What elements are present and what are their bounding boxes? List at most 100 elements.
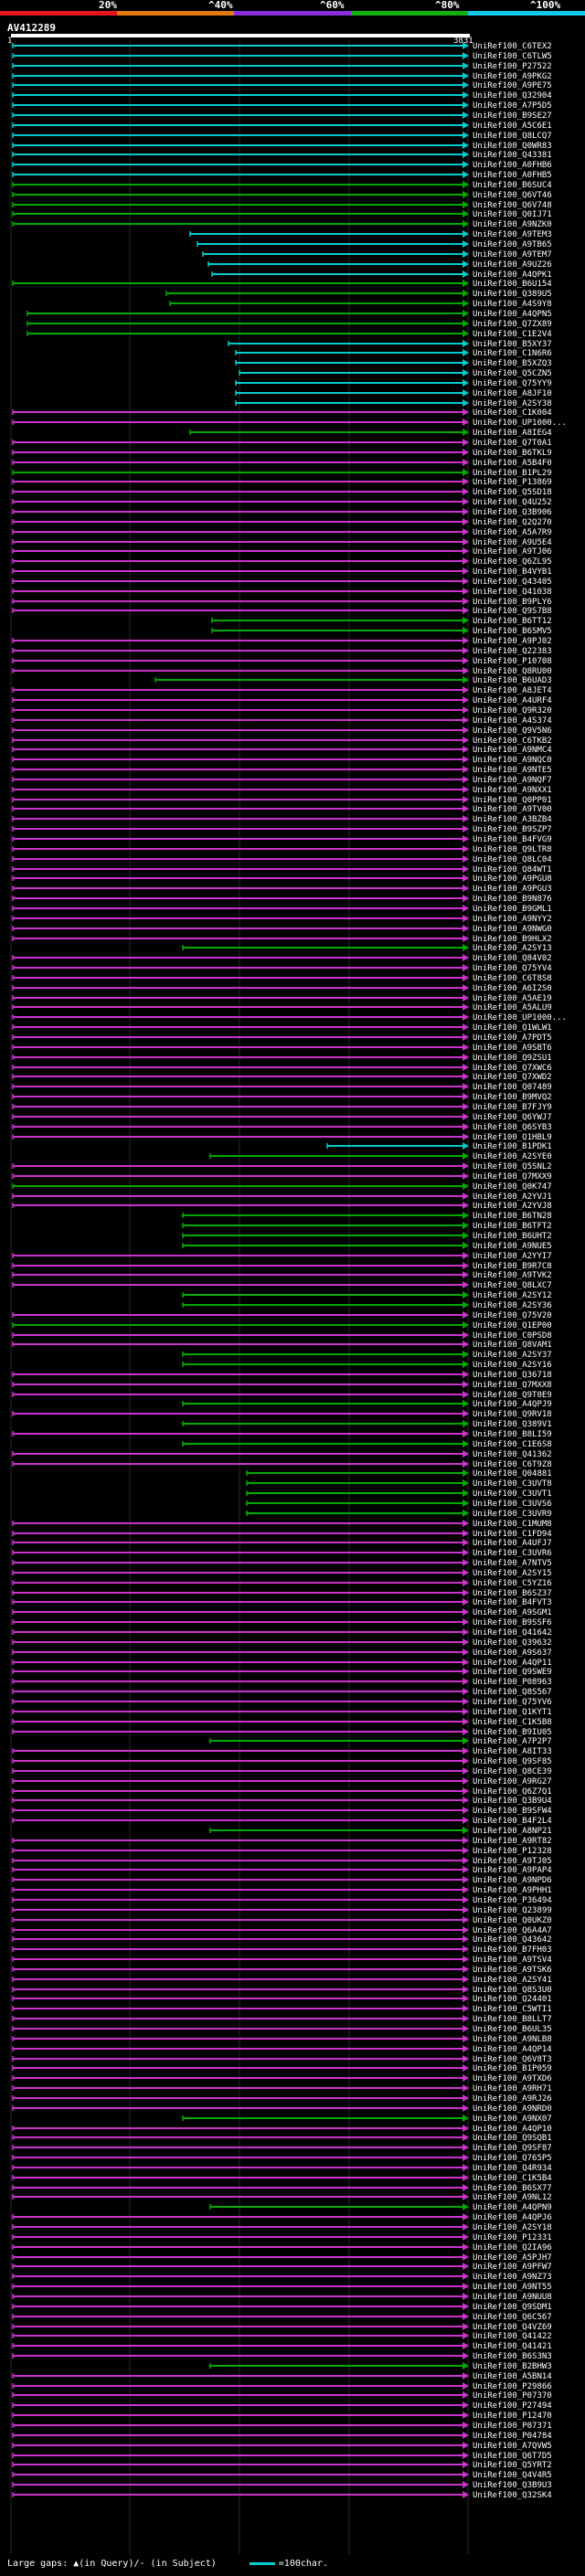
hit-row[interactable]: UniRef100_A0FHB6 bbox=[12, 161, 552, 170]
hit-row[interactable]: UniRef100_Q389U5 bbox=[165, 290, 552, 299]
hit-row[interactable]: UniRef100_Q41362 bbox=[12, 1450, 552, 1459]
hit-label[interactable]: UniRef100_Q7MXX8 bbox=[473, 1381, 552, 1390]
hit-row[interactable]: UniRef100_Q0K747 bbox=[12, 1182, 552, 1192]
hit-label[interactable]: UniRef100_B9MVQ2 bbox=[473, 1093, 552, 1102]
hit-row[interactable]: UniRef100_A6I2S0 bbox=[12, 984, 552, 993]
hit-row[interactable]: UniRef100_Q04881 bbox=[246, 1469, 552, 1479]
hit-row[interactable]: UniRef100_A5ALU9 bbox=[12, 1003, 552, 1012]
hit-row[interactable]: UniRef100_B6UL35 bbox=[12, 2025, 552, 2034]
hit-row[interactable]: UniRef100_B4VYB1 bbox=[12, 567, 552, 577]
hit-row[interactable]: UniRef100_A7PDT5 bbox=[12, 1034, 552, 1043]
hit-row[interactable]: UniRef100_A9RH71 bbox=[12, 2084, 552, 2094]
hit-row[interactable]: UniRef100_A3BZB4 bbox=[12, 815, 552, 824]
hit-row[interactable]: UniRef100_A9NXX1 bbox=[12, 786, 552, 795]
hit-row[interactable]: UniRef100_A5PJH7 bbox=[12, 2253, 552, 2263]
hit-row[interactable]: UniRef100_Q1WLW1 bbox=[12, 1023, 552, 1033]
hit-row[interactable]: UniRef100_A9PFW7 bbox=[12, 2263, 552, 2272]
hit-label[interactable]: UniRef100_Q6V8T3 bbox=[473, 2055, 552, 2064]
hit-row[interactable]: UniRef100_A9NRD0 bbox=[12, 2104, 552, 2114]
hit-label[interactable]: UniRef100_Q4R934 bbox=[473, 2164, 552, 2173]
hit-label[interactable]: UniRef100_UP1000... bbox=[473, 1013, 567, 1023]
hit-label[interactable]: UniRef100_A8JF10 bbox=[473, 389, 552, 398]
hit-row[interactable]: UniRef100_Q1HBL9 bbox=[12, 1133, 552, 1142]
hit-label[interactable]: UniRef100_A4QP14 bbox=[473, 2045, 552, 2054]
hit-label[interactable]: UniRef100_A9TSV4 bbox=[473, 1956, 552, 1965]
hit-row[interactable]: UniRef100_A4UFJ7 bbox=[12, 1539, 552, 1548]
hit-row[interactable]: UniRef100_Q5SNL2 bbox=[12, 1162, 552, 1171]
hit-label[interactable]: UniRef100_Q22383 bbox=[473, 647, 552, 656]
hit-row[interactable]: UniRef100_A2SY16 bbox=[182, 1361, 552, 1370]
hit-label[interactable]: UniRef100_A9TEM7 bbox=[473, 250, 552, 260]
hit-label[interactable]: UniRef100_UP1000... bbox=[473, 419, 567, 428]
hit-label[interactable]: UniRef100_Q8LXC7 bbox=[473, 1281, 552, 1290]
hit-label[interactable]: UniRef100_B6TT12 bbox=[473, 617, 552, 626]
hit-label[interactable]: UniRef100_A9NX07 bbox=[473, 2115, 552, 2124]
hit-row[interactable]: UniRef100_C1K5B8 bbox=[12, 1718, 552, 1727]
hit-row[interactable]: UniRef100_A9NT55 bbox=[12, 2283, 552, 2292]
hit-label[interactable]: UniRef100_Q6SYB3 bbox=[473, 1123, 552, 1132]
hit-label[interactable]: UniRef100_B9GML1 bbox=[473, 905, 552, 914]
hit-label[interactable]: UniRef100_A9NPD6 bbox=[473, 1876, 552, 1885]
hit-label[interactable]: UniRef100_B4F2L4 bbox=[473, 1817, 552, 1826]
hit-label[interactable]: UniRef100_B6SX77 bbox=[473, 2184, 552, 2193]
hit-row[interactable]: UniRef100_Q5YRT2 bbox=[12, 2461, 552, 2470]
hit-row[interactable]: UniRef100_A9NQC0 bbox=[12, 756, 552, 765]
hit-row[interactable]: UniRef100_P12328 bbox=[12, 1847, 552, 1856]
hit-row[interactable]: UniRef100_Q389V1 bbox=[182, 1420, 552, 1429]
hit-row[interactable]: UniRef100_C1N6R6 bbox=[235, 349, 552, 358]
hit-label[interactable]: UniRef100_Q1HBL9 bbox=[473, 1133, 552, 1142]
hit-row[interactable]: UniRef100_Q8VAM1 bbox=[12, 1341, 552, 1350]
hit-label[interactable]: UniRef100_Q8S3U0 bbox=[473, 1986, 552, 1995]
hit-row[interactable]: UniRef100_Q7T0A1 bbox=[12, 439, 552, 448]
hit-row[interactable]: UniRef100_A9NX07 bbox=[182, 2115, 552, 2124]
hit-label[interactable]: UniRef100_Q7XWC6 bbox=[473, 1064, 552, 1073]
hit-label[interactable]: UniRef100_P13869 bbox=[473, 478, 552, 487]
hit-row[interactable]: UniRef100_A5BN14 bbox=[12, 2372, 552, 2381]
hit-label[interactable]: UniRef100_Q389V1 bbox=[473, 1420, 552, 1429]
hit-row[interactable]: UniRef100_A4S9Y8 bbox=[169, 300, 552, 309]
hit-row[interactable]: UniRef100_Q36718 bbox=[12, 1371, 552, 1380]
hit-row[interactable]: UniRef100_A5B4F0 bbox=[12, 459, 552, 468]
hit-row[interactable]: UniRef100_B9N876 bbox=[12, 895, 552, 904]
hit-label[interactable]: UniRef100_A2SY12 bbox=[473, 1291, 552, 1300]
hit-row[interactable]: UniRef100_Q3B9U3 bbox=[12, 2481, 552, 2490]
hit-row[interactable]: UniRef100_B5XY37 bbox=[228, 340, 552, 349]
hit-row[interactable]: UniRef100_B1PL29 bbox=[12, 469, 552, 478]
hit-label[interactable]: UniRef100_B9SE27 bbox=[473, 111, 552, 121]
hit-row[interactable]: UniRef100_Q6Z7Q1 bbox=[12, 1787, 552, 1797]
hit-row[interactable]: UniRef100_B5XZQ3 bbox=[235, 359, 552, 368]
hit-row[interactable]: UniRef100_A2SY13 bbox=[182, 944, 552, 953]
hit-label[interactable]: UniRef100_B9PLY6 bbox=[473, 598, 552, 607]
hit-label[interactable]: UniRef100_A4QPN5 bbox=[473, 310, 552, 319]
hit-row[interactable]: UniRef100_Q1KYT1 bbox=[12, 1708, 552, 1717]
hit-row[interactable]: UniRef100_Q8S567 bbox=[12, 1688, 552, 1697]
hit-label[interactable]: UniRef100_A9S637 bbox=[473, 1648, 552, 1658]
hit-row[interactable]: UniRef100_B1P059 bbox=[12, 2064, 552, 2073]
hit-label[interactable]: UniRef100_A9TB65 bbox=[473, 240, 552, 249]
hit-row[interactable]: UniRef100_Q8S3U0 bbox=[12, 1986, 552, 1995]
hit-row[interactable]: UniRef100_Q32904 bbox=[12, 91, 552, 101]
hit-label[interactable]: UniRef100_P04784 bbox=[473, 2432, 552, 2441]
hit-label[interactable]: UniRef100_C6TEX2 bbox=[473, 42, 552, 51]
hit-label[interactable]: UniRef100_A9PE75 bbox=[473, 81, 552, 90]
hit-label[interactable]: UniRef100_B9HLX2 bbox=[473, 935, 552, 944]
hit-label[interactable]: UniRef100_P12470 bbox=[473, 2412, 552, 2421]
hit-label[interactable]: UniRef100_A9RT82 bbox=[473, 1837, 552, 1846]
hit-label[interactable]: UniRef100_P07371 bbox=[473, 2422, 552, 2431]
hit-label[interactable]: UniRef100_B6U154 bbox=[473, 280, 552, 289]
hit-row[interactable]: UniRef100_A9TJ05 bbox=[12, 1857, 552, 1866]
hit-label[interactable]: UniRef100_A9TEM3 bbox=[473, 230, 552, 239]
hit-row[interactable]: UniRef100_C1MUM8 bbox=[12, 1520, 552, 1529]
hit-label[interactable]: UniRef100_Q75V20 bbox=[473, 1311, 552, 1320]
hit-label[interactable]: UniRef100_A2YVJ1 bbox=[473, 1193, 552, 1202]
hit-row[interactable]: UniRef100_Q8LC04 bbox=[12, 855, 552, 864]
hit-row[interactable]: UniRef100_C0PSD8 bbox=[12, 1331, 552, 1341]
hit-row[interactable]: UniRef100_B8LI59 bbox=[12, 1430, 552, 1439]
hit-row[interactable]: UniRef100_A5A7R9 bbox=[12, 528, 552, 537]
hit-row[interactable]: UniRef100_B7FH03 bbox=[12, 1945, 552, 1955]
hit-row[interactable]: UniRef100_A8IEG4 bbox=[189, 429, 552, 438]
hit-row[interactable]: UniRef100_A9NWG0 bbox=[12, 925, 552, 934]
hit-label[interactable]: UniRef100_C1MUM8 bbox=[473, 1520, 552, 1529]
hit-label[interactable]: UniRef100_A9TV00 bbox=[473, 805, 552, 814]
hit-row[interactable]: UniRef100_A7P5D5 bbox=[12, 101, 552, 111]
